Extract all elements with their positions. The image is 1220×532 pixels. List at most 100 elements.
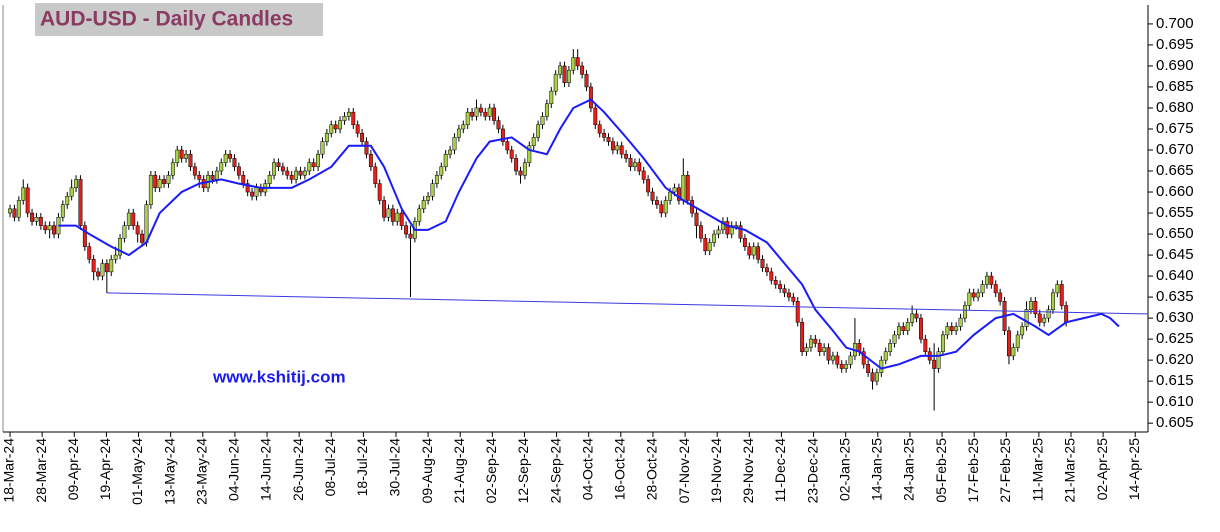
candle-body — [628, 158, 633, 168]
candle-body — [527, 145, 532, 163]
candle-body — [610, 141, 615, 151]
candle-body — [104, 263, 109, 273]
candle-body — [716, 229, 721, 235]
candle-body — [91, 259, 96, 273]
x-tick-label: 19-Nov-24 — [708, 438, 724, 504]
candle-body — [606, 137, 611, 142]
candle-body — [580, 65, 585, 75]
candle-body — [918, 317, 923, 340]
candle-body — [210, 174, 215, 180]
candle-body — [756, 246, 761, 260]
x-tick-label: 16-Oct-24 — [612, 438, 628, 500]
candle-body — [1011, 347, 1016, 357]
x-tick-label: 17-Feb-25 — [965, 438, 981, 503]
x-tick-label: 02-Apr-25 — [1094, 438, 1110, 500]
y-tick-label: 0.685 — [1156, 78, 1194, 95]
candle-body — [333, 124, 338, 130]
candle-body — [896, 326, 901, 336]
candle-body — [641, 170, 646, 180]
candle-body — [835, 355, 840, 365]
candle-body — [989, 275, 994, 285]
candle-body — [426, 195, 431, 201]
candle-body — [892, 334, 897, 344]
candle-body — [276, 162, 281, 168]
candle-body — [47, 225, 52, 231]
candle-body — [738, 225, 743, 239]
candle-body — [456, 128, 461, 138]
x-tick-label: 11-Dec-24 — [772, 438, 788, 503]
candle-body — [826, 347, 831, 361]
candle-body — [531, 137, 536, 147]
candle-body — [646, 179, 651, 193]
candle-body — [452, 137, 457, 151]
candle-body — [324, 132, 329, 142]
candle-body — [421, 200, 426, 210]
candle-body — [650, 191, 655, 201]
y-tick-label: 0.680 — [1156, 99, 1194, 116]
x-tick-label: 21-Mar-25 — [1062, 438, 1078, 503]
candle-body — [470, 111, 475, 117]
candle-body — [311, 162, 316, 168]
candle-body — [126, 212, 131, 226]
candle-body — [448, 149, 453, 155]
candle-body — [1046, 309, 1051, 319]
candle-body — [188, 153, 193, 168]
candle-body — [588, 86, 593, 109]
x-tick-label: 05-Feb-25 — [933, 438, 949, 503]
candle-body — [12, 208, 17, 218]
candle-body — [597, 124, 602, 134]
candle-body — [720, 221, 725, 231]
candle-body — [338, 120, 343, 130]
candle-body — [672, 187, 677, 193]
candle-body — [940, 334, 945, 352]
candle-body — [694, 212, 699, 226]
candle-body — [883, 351, 888, 361]
x-tick-label: 21-Aug-24 — [451, 438, 467, 504]
candle-body — [320, 141, 325, 155]
candle-body — [157, 179, 162, 189]
candle-body — [184, 153, 189, 159]
candle-body — [549, 90, 554, 105]
candle-body — [342, 116, 347, 121]
candle-body — [131, 212, 136, 226]
candle-body — [34, 216, 39, 222]
candle-body — [241, 174, 246, 184]
candle-body — [602, 132, 607, 138]
candle-body — [800, 322, 805, 352]
candle-body — [496, 120, 501, 130]
candle-body — [998, 292, 1003, 302]
candle-body — [945, 326, 950, 336]
x-tick-label: 09-Aug-24 — [419, 438, 435, 504]
candle-body — [474, 107, 479, 117]
candle-body — [791, 296, 796, 302]
candle-body — [285, 170, 290, 176]
candle-body — [654, 200, 659, 205]
candle-body — [905, 322, 910, 331]
candle-body — [404, 225, 409, 235]
candle-body — [923, 338, 928, 352]
candle-body — [593, 107, 598, 126]
candle-body — [316, 153, 321, 168]
candle-body — [725, 221, 730, 235]
x-tick-label: 23-May-24 — [193, 438, 209, 505]
x-tick-label: 08-Jul-24 — [322, 438, 338, 497]
candle-body — [659, 204, 664, 214]
candle-body — [685, 174, 690, 201]
candle-body — [571, 57, 576, 71]
x-tick-label: 14-Jan-25 — [869, 438, 885, 501]
candle-body — [518, 170, 523, 176]
candle-body — [536, 124, 541, 138]
candle-body — [500, 128, 505, 142]
candle-body — [395, 212, 400, 222]
candle-body — [351, 111, 356, 126]
candle-body — [984, 275, 989, 285]
candle-body — [461, 124, 466, 130]
y-tick-label: 0.660 — [1156, 183, 1194, 200]
y-tick-label: 0.670 — [1156, 141, 1194, 158]
candle-body — [839, 364, 844, 369]
y-tick-label: 0.650 — [1156, 225, 1194, 242]
x-tick-label: 23-Dec-24 — [804, 438, 820, 504]
candle-body — [166, 174, 171, 184]
candle-body — [734, 225, 739, 227]
candle-body — [307, 162, 312, 172]
